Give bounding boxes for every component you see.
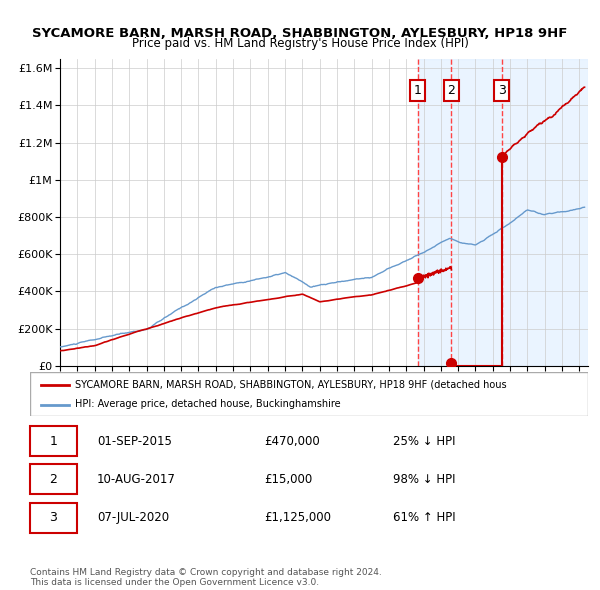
Text: HPI: Average price, detached house, Buckinghamshire: HPI: Average price, detached house, Buck…: [74, 399, 340, 409]
Text: SYCAMORE BARN, MARSH ROAD, SHABBINGTON, AYLESBURY, HP18 9HF: SYCAMORE BARN, MARSH ROAD, SHABBINGTON, …: [32, 27, 568, 40]
Text: 3: 3: [498, 84, 506, 97]
Text: 2: 2: [49, 473, 58, 486]
FancyBboxPatch shape: [30, 372, 588, 416]
Text: 25% ↓ HPI: 25% ↓ HPI: [392, 434, 455, 448]
Text: 07-JUL-2020: 07-JUL-2020: [97, 511, 169, 525]
Text: £470,000: £470,000: [265, 434, 320, 448]
FancyBboxPatch shape: [30, 503, 77, 533]
Text: £1,125,000: £1,125,000: [265, 511, 331, 525]
Text: 2: 2: [448, 84, 455, 97]
Text: SYCAMORE BARN, MARSH ROAD, SHABBINGTON, AYLESBURY, HP18 9HF (detached hous: SYCAMORE BARN, MARSH ROAD, SHABBINGTON, …: [74, 379, 506, 389]
Bar: [418, 59, 588, 366]
Text: 01-SEP-2015: 01-SEP-2015: [97, 434, 172, 448]
Text: 3: 3: [49, 511, 58, 525]
Text: 1: 1: [49, 434, 58, 448]
Text: 10-AUG-2017: 10-AUG-2017: [97, 473, 176, 486]
Text: Price paid vs. HM Land Registry's House Price Index (HPI): Price paid vs. HM Land Registry's House …: [131, 37, 469, 50]
Text: £15,000: £15,000: [265, 473, 313, 486]
Text: Contains HM Land Registry data © Crown copyright and database right 2024.
This d: Contains HM Land Registry data © Crown c…: [30, 568, 382, 587]
Text: 98% ↓ HPI: 98% ↓ HPI: [392, 473, 455, 486]
Text: 1: 1: [414, 84, 422, 97]
Text: 61% ↑ HPI: 61% ↑ HPI: [392, 511, 455, 525]
FancyBboxPatch shape: [30, 464, 77, 494]
FancyBboxPatch shape: [30, 426, 77, 456]
